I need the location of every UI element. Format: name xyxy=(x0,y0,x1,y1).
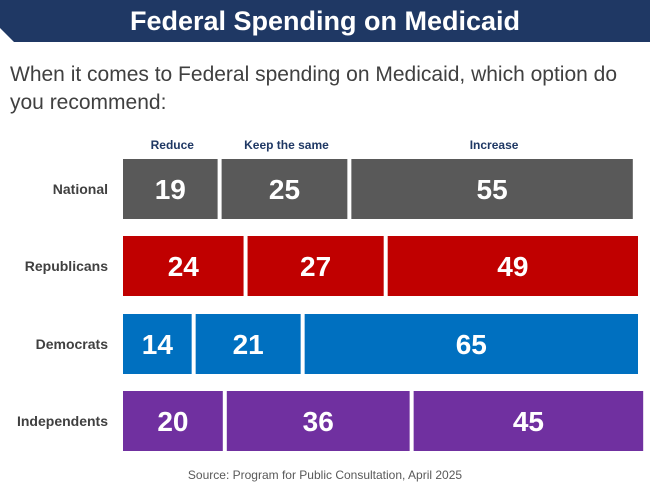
category-label-independents: Independents xyxy=(17,413,108,429)
category-label-republicans: Republicans xyxy=(25,258,108,274)
bar-republicans-reduce xyxy=(123,236,244,296)
title-banner xyxy=(0,0,650,42)
legend-label-reduce: Reduce xyxy=(151,138,195,152)
value-label-independents-increase: 45 xyxy=(513,406,544,437)
chart-title: Federal Spending on Medicaid xyxy=(129,6,521,36)
legend-label-keep-the-same: Keep the same xyxy=(244,138,329,152)
value-label-republicans-increase: 49 xyxy=(497,251,528,282)
value-label-national-keep-the-same: 25 xyxy=(269,174,300,205)
legend-label-increase: Increase xyxy=(470,138,519,152)
value-label-democrats-keep-the-same: 21 xyxy=(233,329,264,360)
value-label-national-increase: 55 xyxy=(477,174,508,205)
category-label-democrats: Democrats xyxy=(36,336,109,352)
bar-national-reduce xyxy=(123,159,218,219)
bar-national-increase xyxy=(351,159,633,219)
bar-independents-keep-the-same xyxy=(226,391,410,451)
bar-democrats-keep-the-same xyxy=(195,314,301,374)
survey-question: When it comes to Federal spending on Med… xyxy=(10,63,618,114)
source-note: Source: Program for Public Consultation,… xyxy=(187,468,463,482)
value-label-independents-keep-the-same: 36 xyxy=(303,406,334,437)
category-label-national: National xyxy=(53,181,108,197)
bar-democrats-increase xyxy=(304,314,638,374)
value-label-republicans-keep-the-same: 27 xyxy=(300,251,331,282)
bar-republicans-keep-the-same xyxy=(247,236,384,296)
bar-independents-reduce xyxy=(123,391,223,451)
value-label-republicans-reduce: 24 xyxy=(168,251,200,282)
bar-independents-increase xyxy=(413,391,644,451)
bar-republicans-increase xyxy=(387,236,638,296)
value-label-democrats-increase: 65 xyxy=(456,329,487,360)
bar-democrats-reduce xyxy=(123,314,192,374)
value-label-independents-reduce: 20 xyxy=(157,406,188,437)
value-label-national-reduce: 19 xyxy=(155,174,186,205)
value-label-democrats-reduce: 14 xyxy=(142,329,174,360)
bar-national-keep-the-same xyxy=(221,159,348,219)
